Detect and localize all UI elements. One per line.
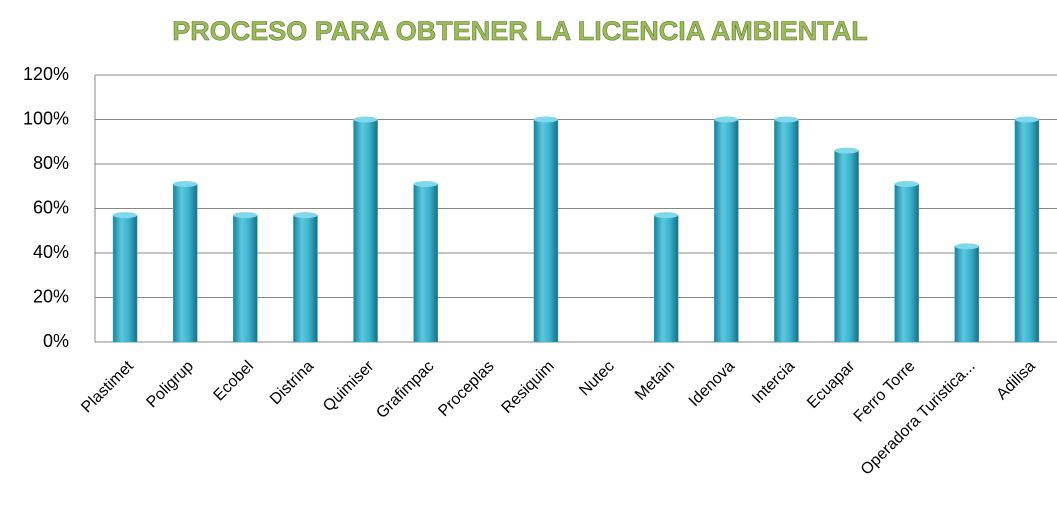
y-tick-label: 20% (33, 286, 69, 306)
x-tick-label: Ecobel (211, 358, 258, 405)
bar (834, 150, 859, 343)
x-tick-label: Adilisa (993, 358, 1038, 403)
x-tick-label: Metain (632, 358, 678, 404)
x-tick-label: Intercia (749, 358, 798, 407)
bar (413, 183, 438, 343)
x-tick-label: Plastimet (78, 357, 137, 416)
x-tick-label: Idenova (686, 358, 738, 410)
bar (293, 214, 318, 343)
y-tick-label: 60% (33, 197, 69, 217)
bar-cap (233, 212, 258, 219)
y-tick-label: 40% (33, 242, 69, 262)
bar (112, 214, 138, 343)
bar (533, 119, 559, 343)
bar-cap (353, 116, 378, 123)
bar (714, 119, 739, 343)
bar (233, 214, 258, 343)
bar-cap (173, 181, 198, 188)
x-tick-label: Resiquim (499, 358, 558, 417)
chart-title: PROCESO PARA OBTENER LA LICENCIA AMBIENT… (172, 16, 868, 46)
bar-cap (774, 116, 799, 123)
x-tick-label: Poligrup (143, 358, 197, 412)
y-tick-label: 120% (23, 64, 69, 84)
x-tick-label: Quimiser (320, 357, 378, 415)
bar-cap (654, 212, 679, 219)
x-tick-label: Nutec (576, 358, 618, 400)
y-tick-label: 80% (33, 153, 69, 173)
bar (774, 119, 799, 343)
bar (353, 119, 378, 343)
bar-cap (834, 147, 859, 154)
x-tick-label: Grafimpac (373, 358, 437, 422)
bar (954, 246, 980, 343)
x-tick-label: Proceplas (435, 358, 497, 420)
bar-cap (894, 181, 919, 188)
y-tick-label: 0% (43, 331, 69, 351)
bar (894, 183, 919, 343)
x-tick-label: Ecuapar (804, 357, 859, 412)
bar-cap (293, 212, 318, 219)
bar-cap (1014, 116, 1039, 123)
bar-cap (954, 243, 979, 250)
x-tick-label: Distrina (267, 358, 317, 408)
bar-cap (413, 181, 438, 188)
y-tick-label: 100% (23, 108, 69, 128)
bar (172, 183, 198, 343)
bar-cap (714, 116, 739, 123)
bar (1014, 119, 1040, 343)
bar-cap (113, 212, 138, 219)
bar (653, 214, 679, 343)
bar-cap (533, 116, 558, 123)
x-tick-label: Operadora Turistica... (858, 358, 979, 479)
